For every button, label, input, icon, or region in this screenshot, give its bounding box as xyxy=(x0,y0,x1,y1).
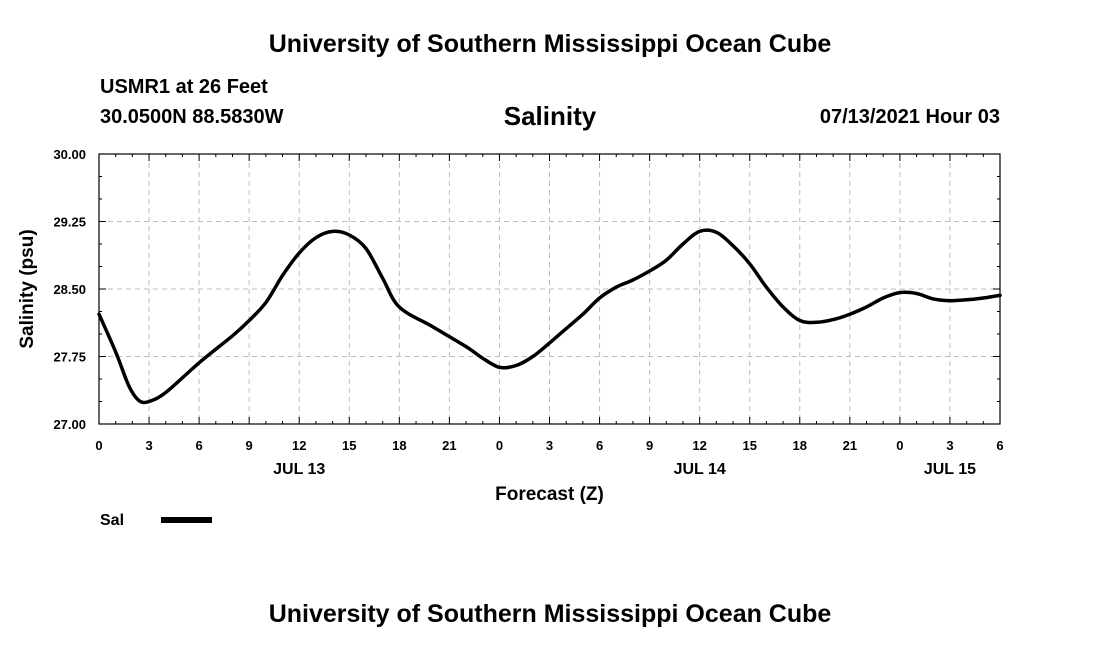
x-tick-label: 18 xyxy=(392,438,406,453)
legend-label: Sal xyxy=(100,512,124,529)
x-tick-label: 3 xyxy=(145,438,152,453)
x-tick-label: 3 xyxy=(946,438,953,453)
date-label: JUL 14 xyxy=(674,461,726,478)
forecast-timestamp: 07/13/2021 Hour 03 xyxy=(819,106,1000,128)
x-tick-label: 12 xyxy=(292,438,306,453)
grid-lines xyxy=(99,154,1000,424)
y-tick-labels: 27.00 27.75 28.50 29.25 30.00 xyxy=(53,147,86,432)
date-label: JUL 15 xyxy=(924,461,976,478)
x-tick-label: 0 xyxy=(896,438,903,453)
date-label: JUL 13 xyxy=(273,461,325,478)
series-line-sal xyxy=(97,228,1002,405)
y-tick-label: 30.00 xyxy=(53,147,86,162)
x-tick-label: 6 xyxy=(195,438,202,453)
x-tick-label: 21 xyxy=(843,438,857,453)
x-tick-label: 0 xyxy=(496,438,503,453)
y-axis-label: Salinity (psu) xyxy=(17,229,38,348)
x-tick-label: 6 xyxy=(596,438,603,453)
variable-title: Salinity xyxy=(503,101,597,131)
x-tick-label: 15 xyxy=(342,438,356,453)
x-tick-label: 3 xyxy=(546,438,553,453)
y-tick-label: 27.75 xyxy=(53,350,86,365)
x-axis-label: Forecast (Z) xyxy=(495,484,604,505)
x-tick-label: 21 xyxy=(442,438,456,453)
x-tick-label: 9 xyxy=(646,438,653,453)
x-tick-label: 15 xyxy=(742,438,756,453)
axis-ticks xyxy=(98,153,1001,425)
x-tick-label: 12 xyxy=(692,438,706,453)
footer-title: University of Southern Mississippi Ocean… xyxy=(268,600,832,628)
x-tick-labels: 0 3 6 9 12 15 18 21 0 3 6 9 12 15 18 21 0 3 6 xyxy=(95,438,1003,453)
station-name: USMR1 at 26 Feet xyxy=(100,76,268,98)
x-tick-label: 9 xyxy=(246,438,253,453)
y-tick-label: 27.00 xyxy=(53,417,86,432)
station-coordinates: 30.0500N 88.5830W xyxy=(100,106,284,128)
x-tick-label: 0 xyxy=(95,438,102,453)
x-tick-label: 6 xyxy=(996,438,1003,453)
y-tick-label: 28.50 xyxy=(53,282,86,297)
date-labels: JUL 13 JUL 14 JUL 15 xyxy=(273,461,976,478)
y-tick-label: 29.25 xyxy=(53,215,86,230)
x-tick-label: 18 xyxy=(793,438,807,453)
main-title: University of Southern Mississippi Ocean… xyxy=(268,30,832,58)
